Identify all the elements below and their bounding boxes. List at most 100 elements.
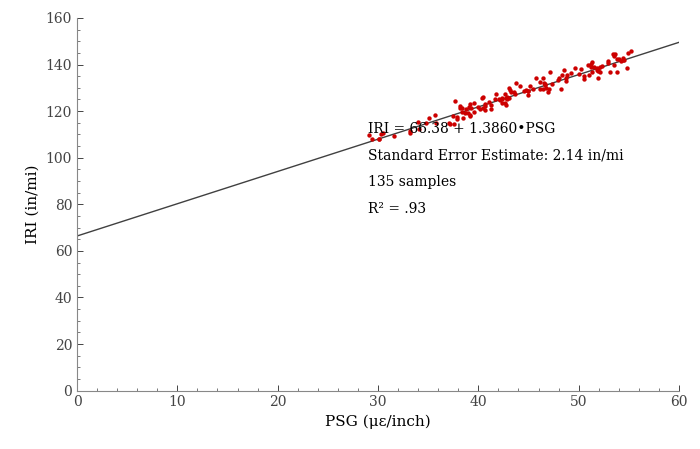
Text: 135 samples: 135 samples	[368, 175, 456, 189]
Point	[540, 85, 551, 92]
Point	[520, 86, 531, 93]
Point	[619, 57, 630, 64]
Point	[468, 99, 480, 106]
Point	[464, 113, 475, 120]
Point	[405, 129, 416, 136]
Point	[593, 67, 604, 74]
Point	[561, 75, 572, 82]
Point	[377, 129, 388, 136]
Point	[496, 94, 507, 101]
Point	[373, 136, 384, 143]
Point	[444, 119, 455, 126]
Point	[594, 69, 606, 76]
Point	[593, 66, 604, 73]
Point	[622, 50, 634, 57]
Point	[586, 59, 597, 66]
Point	[497, 96, 508, 103]
Point	[611, 68, 622, 75]
Point	[475, 106, 486, 113]
Point	[535, 86, 546, 93]
Point	[421, 119, 432, 127]
Point	[592, 66, 603, 74]
Point	[499, 99, 510, 106]
Point	[495, 97, 506, 104]
Point	[537, 85, 548, 92]
Point	[501, 94, 512, 101]
Point	[514, 83, 526, 90]
Point	[454, 105, 466, 112]
Point	[556, 71, 568, 79]
Point	[412, 118, 423, 125]
Point	[456, 105, 468, 112]
Point	[485, 106, 496, 113]
Point	[570, 64, 581, 71]
Point	[503, 94, 514, 101]
Point	[480, 103, 491, 110]
Point	[444, 121, 455, 128]
Point	[608, 51, 619, 58]
Point	[459, 110, 470, 117]
Point	[531, 74, 542, 81]
Point	[547, 80, 558, 87]
Point	[592, 65, 603, 72]
Point	[559, 66, 570, 74]
Point	[509, 91, 520, 98]
Point	[489, 95, 500, 102]
Point	[477, 94, 488, 101]
Point	[561, 71, 572, 79]
Point	[499, 90, 510, 97]
Point	[586, 64, 597, 71]
Point	[578, 75, 589, 82]
Point	[603, 57, 614, 64]
Point	[555, 85, 566, 92]
Point	[457, 115, 468, 122]
Point	[594, 63, 606, 70]
Point	[463, 104, 475, 111]
Point	[592, 75, 603, 82]
Point	[552, 76, 564, 83]
Point	[455, 103, 466, 110]
Point	[566, 69, 577, 76]
Point	[366, 136, 377, 143]
Point	[622, 64, 633, 71]
Point	[503, 84, 514, 92]
Point	[608, 53, 620, 60]
Point	[543, 85, 554, 92]
Point	[534, 79, 545, 86]
Point	[505, 88, 517, 96]
Point	[451, 114, 462, 121]
Point	[461, 105, 472, 112]
Point	[497, 99, 508, 106]
Point	[596, 63, 608, 70]
Point	[429, 111, 440, 119]
Y-axis label: IRI (in/mi): IRI (in/mi)	[26, 164, 40, 244]
Point	[414, 126, 425, 133]
Point	[491, 90, 502, 97]
Point	[554, 74, 565, 81]
Point	[493, 96, 504, 103]
Point	[405, 127, 416, 134]
Point	[626, 48, 637, 55]
Point	[586, 60, 597, 67]
Point	[469, 108, 480, 115]
X-axis label: PSG (με/inch): PSG (με/inch)	[325, 415, 431, 429]
Text: R² = .93: R² = .93	[368, 202, 426, 216]
Point	[584, 72, 595, 79]
Text: Standard Error Estimate: 2.14 in/mi: Standard Error Estimate: 2.14 in/mi	[368, 148, 624, 163]
Point	[447, 112, 458, 119]
Point	[538, 79, 550, 87]
Point	[465, 101, 476, 108]
Point	[604, 68, 615, 75]
Point	[574, 70, 585, 78]
Point	[477, 105, 489, 112]
Point	[452, 115, 463, 122]
Point	[617, 57, 628, 64]
Point	[609, 51, 620, 58]
Point	[609, 62, 620, 69]
Point	[485, 101, 496, 109]
Point	[424, 114, 435, 122]
Point	[522, 87, 533, 94]
Point	[504, 87, 515, 94]
Point	[502, 95, 513, 102]
Point	[480, 100, 491, 107]
